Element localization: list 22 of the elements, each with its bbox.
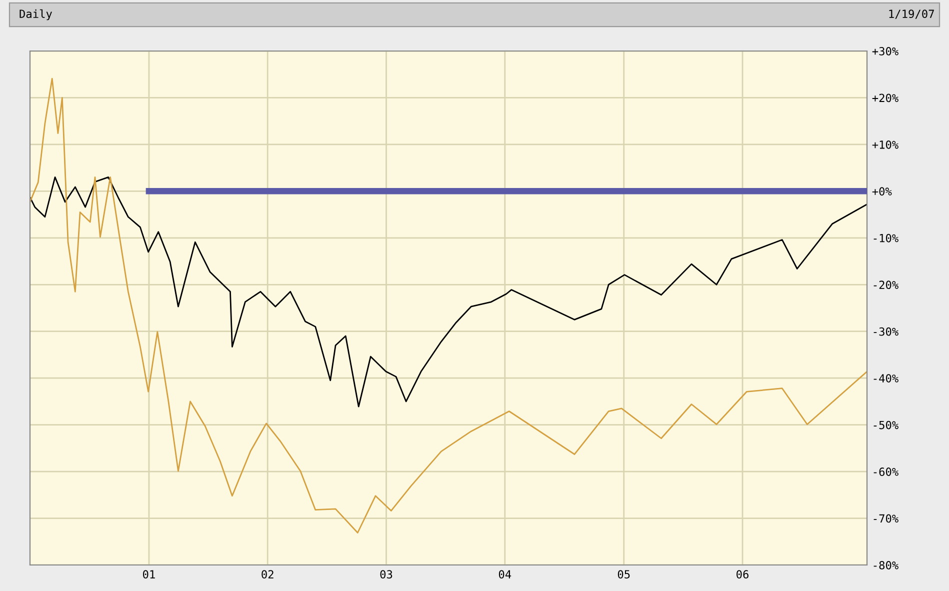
- y-tick-label: +20%: [872, 94, 898, 102]
- chart-title: Daily: [20, 9, 52, 20]
- y-tick-label: +0%: [872, 187, 892, 196]
- x-tick-label: 05: [618, 570, 630, 579]
- y-tick-label: +30%: [872, 47, 898, 56]
- x-tick-label: 04: [498, 570, 512, 579]
- y-tick-label: -40%: [874, 374, 898, 382]
- y-tick-label: -70%: [874, 514, 898, 523]
- x-tick-label: 01: [143, 570, 155, 579]
- y-tick-label: -80%: [874, 561, 898, 570]
- y-tick-label: +10%: [872, 140, 898, 149]
- text: 1/19/07: [889, 10, 934, 19]
- y-tick-label: -20%: [874, 280, 898, 290]
- line-series: [30, 78, 867, 534]
- line-series: [30, 176, 867, 408]
- x-tick-label: 03: [380, 570, 392, 579]
- x-tick-label: 02: [262, 570, 274, 579]
- y-tick-label: -10%: [874, 234, 898, 242]
- y-tick-label: -50%: [874, 420, 898, 430]
- y-tick-label: -30%: [874, 327, 898, 336]
- y-tick-label: -60%: [874, 468, 898, 476]
- x-tick-label: 06: [736, 570, 748, 579]
